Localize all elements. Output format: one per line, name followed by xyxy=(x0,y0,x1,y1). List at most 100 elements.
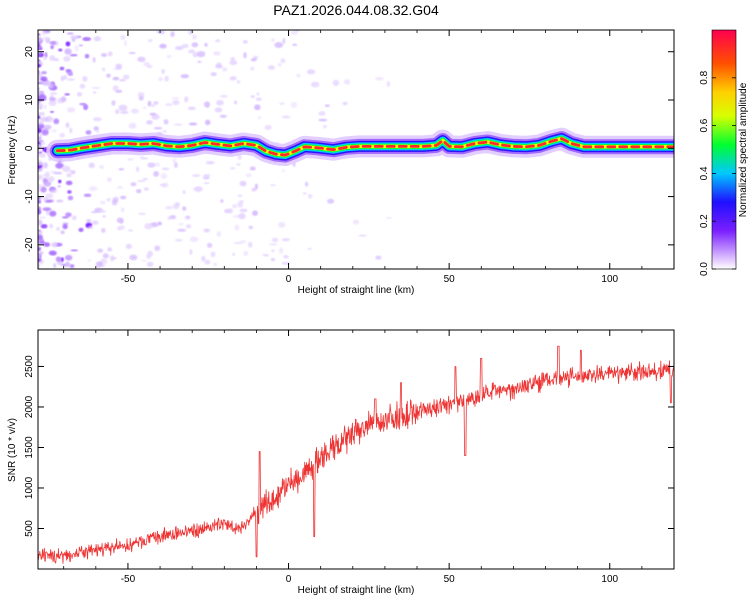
noise-speckle xyxy=(83,103,89,111)
noise-speckle xyxy=(322,124,327,129)
noise-speckle xyxy=(40,186,47,193)
noise-speckle xyxy=(56,199,64,203)
snr-frame xyxy=(37,329,675,570)
noise-speckle xyxy=(248,225,254,230)
noise-speckle xyxy=(68,72,74,77)
noise-speckle xyxy=(154,245,161,252)
noise-speckle xyxy=(386,81,390,87)
noise-speckle xyxy=(250,95,255,99)
noise-speckle xyxy=(70,170,76,175)
noise-speckle xyxy=(214,39,221,43)
noise-speckle xyxy=(41,197,50,201)
noise-speckle xyxy=(101,52,107,57)
noise-speckle xyxy=(342,101,348,106)
colorbar-tick-label: 0.4 xyxy=(699,166,710,180)
noise-speckle xyxy=(106,197,112,202)
snr-x-tick-label: 100 xyxy=(601,574,618,585)
noise-speckle xyxy=(119,218,124,224)
noise-speckle xyxy=(310,81,320,88)
noise-speckle xyxy=(242,39,248,44)
noise-speckle xyxy=(38,123,45,130)
noise-speckle xyxy=(48,176,55,183)
noise-speckle xyxy=(44,124,52,130)
noise-speckle xyxy=(304,181,309,187)
noise-speckle xyxy=(159,43,167,49)
noise-speckle xyxy=(93,117,102,122)
noise-speckle xyxy=(165,205,173,210)
noise-speckle xyxy=(229,60,238,66)
noise-speckle xyxy=(100,200,106,205)
noise-speckle xyxy=(120,195,127,200)
noise-speckle xyxy=(164,103,173,107)
noise-speckle xyxy=(171,96,180,100)
noise-speckle xyxy=(245,173,252,178)
noise-speckle xyxy=(146,253,151,260)
noise-speckle xyxy=(262,253,270,257)
noise-speckle xyxy=(107,177,112,182)
colorbar-frame xyxy=(711,29,737,270)
noise-speckle xyxy=(141,259,148,262)
noise-speckle xyxy=(142,178,148,181)
noise-speckle xyxy=(175,202,180,207)
noise-speckle xyxy=(41,128,49,134)
colorbar-ticks: 0.0 0.2 0.4 0.6 0.8 xyxy=(699,70,736,276)
noise-speckle xyxy=(215,62,222,68)
noise-speckle xyxy=(271,249,275,252)
noise-speckle xyxy=(255,97,262,102)
noise-speckle xyxy=(92,91,97,94)
noise-speckle xyxy=(86,219,92,223)
noise-speckle xyxy=(38,229,41,232)
spectrogram-x-tick-label: 0 xyxy=(286,274,292,285)
noise-speckle xyxy=(60,96,67,103)
noise-speckle xyxy=(271,38,275,42)
noise-speckle xyxy=(177,228,187,232)
noise-speckle xyxy=(130,182,137,187)
noise-speckle xyxy=(65,41,71,47)
noise-speckle xyxy=(38,174,43,181)
noise-speckle xyxy=(187,49,196,54)
noise-speckle xyxy=(163,119,169,125)
snr-y-tick-label: 2500 xyxy=(24,355,35,378)
noise-speckle xyxy=(234,224,240,231)
noise-speckle xyxy=(91,220,99,225)
noise-speckle xyxy=(38,133,44,137)
noise-speckle xyxy=(213,51,221,56)
noise-speckle xyxy=(57,261,64,266)
noise-speckle xyxy=(160,172,168,180)
noise-speckle xyxy=(239,208,248,213)
noise-speckle xyxy=(210,251,216,258)
noise-speckle xyxy=(154,162,161,167)
noise-speckle xyxy=(38,36,42,41)
noise-speckle xyxy=(64,261,71,267)
noise-speckle xyxy=(258,116,262,119)
noise-speckle xyxy=(61,165,71,172)
noise-speckle xyxy=(192,187,198,191)
noise-speckle xyxy=(78,227,84,233)
noise-speckle xyxy=(107,247,113,252)
spectrogram-y-tick-label: -20 xyxy=(24,237,35,252)
noise-speckle xyxy=(247,241,253,248)
noise-speckle xyxy=(67,195,74,201)
noise-speckle xyxy=(49,40,57,45)
noise-speckle xyxy=(137,92,145,98)
noise-speckle xyxy=(236,80,241,84)
noise-speckle xyxy=(82,37,92,42)
noise-speckle xyxy=(375,255,382,260)
noise-speckle xyxy=(91,211,98,214)
noise-speckle xyxy=(41,71,47,75)
noise-speckle xyxy=(71,215,77,221)
noise-speckle xyxy=(216,231,222,237)
noise-speckle xyxy=(277,63,282,67)
noise-speckle xyxy=(189,236,199,243)
noise-speckle xyxy=(53,57,59,62)
noise-speckle xyxy=(254,183,259,190)
noise-speckle xyxy=(189,249,193,255)
noise-speckle xyxy=(38,209,42,215)
noise-speckle xyxy=(254,104,261,111)
noise-speckle xyxy=(151,103,156,108)
noise-speckle xyxy=(125,243,133,250)
noise-speckle xyxy=(140,156,144,159)
noise-speckle xyxy=(205,160,215,165)
noise-speckle xyxy=(42,56,47,61)
figure-title: PAZ1.2026.044.08.32.G04 xyxy=(273,2,439,18)
